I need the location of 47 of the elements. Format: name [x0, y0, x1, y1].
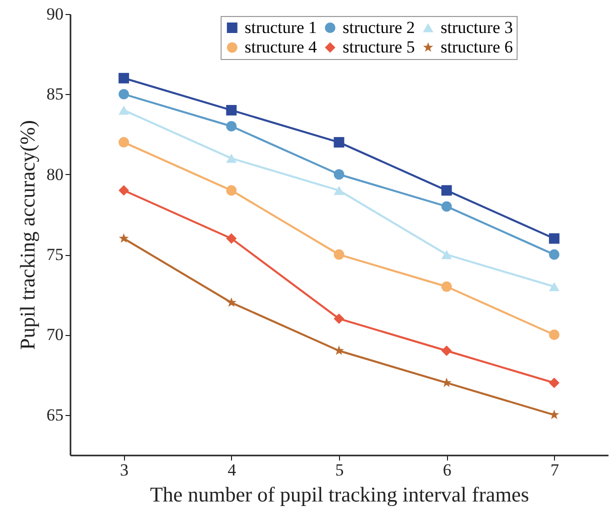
legend-label: structure 3 — [440, 18, 513, 37]
x-tick-label: 3 — [120, 460, 129, 480]
y-tick-label: 80 — [46, 164, 64, 184]
legend-label: structure 1 — [244, 18, 317, 37]
point — [334, 137, 344, 148]
y-tick-label: 90 — [46, 4, 64, 24]
x-axis-title: The number of pupil tracking interval frames — [150, 482, 530, 506]
y-tick-label: 65 — [46, 405, 64, 424]
legend-label: structure 5 — [342, 38, 415, 56]
point — [118, 88, 130, 100]
y-axis-title: Pupil tracking accuracy(%) — [16, 120, 40, 350]
point — [334, 346, 344, 356]
point — [226, 233, 237, 244]
x-tick-label: 6 — [442, 460, 452, 480]
point — [548, 378, 560, 388]
point — [118, 137, 130, 148]
x-tick-label: 7 — [550, 460, 560, 480]
point — [118, 233, 129, 243]
point — [226, 185, 237, 196]
point — [334, 249, 344, 260]
point — [226, 297, 236, 307]
point — [548, 282, 560, 292]
x-tick-label: 4 — [228, 460, 237, 480]
point — [226, 154, 237, 163]
point — [441, 185, 452, 196]
point — [441, 346, 452, 356]
point — [226, 104, 237, 116]
point — [118, 185, 130, 196]
x-tick-label: 5 — [335, 460, 344, 480]
point — [441, 250, 452, 260]
point — [441, 201, 452, 212]
point — [441, 281, 452, 292]
point — [118, 106, 130, 115]
point — [334, 186, 344, 195]
y-tick-label: 85 — [46, 84, 64, 104]
point — [226, 121, 237, 132]
legend-label: structure 2 — [342, 18, 415, 37]
point — [548, 233, 560, 244]
y-tick-label: 75 — [46, 245, 64, 264]
point — [548, 329, 560, 340]
point — [118, 72, 130, 84]
point — [548, 249, 560, 260]
point — [334, 313, 344, 324]
point — [334, 169, 344, 180]
legend-label: structure 4 — [244, 38, 318, 56]
legend-label: structure 6 — [440, 38, 513, 56]
y-tick-label: 70 — [46, 325, 64, 344]
